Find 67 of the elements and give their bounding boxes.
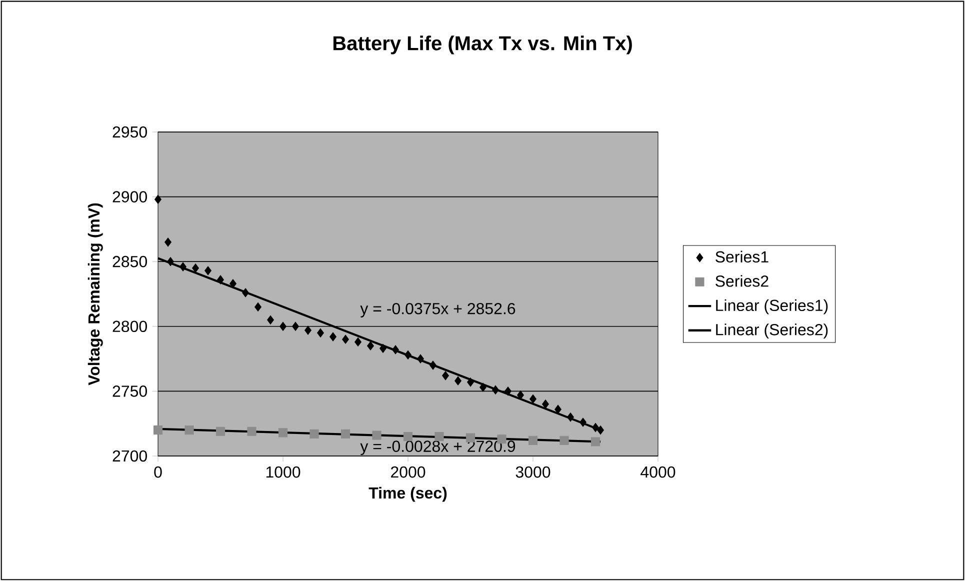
point bbox=[278, 428, 288, 438]
point bbox=[342, 334, 349, 344]
legend-label: Series2 bbox=[716, 275, 768, 287]
point bbox=[404, 350, 412, 360]
point bbox=[467, 378, 474, 387]
point bbox=[530, 394, 536, 404]
point bbox=[242, 288, 249, 298]
point bbox=[504, 386, 512, 396]
y-tick-label: 2700 bbox=[112, 450, 147, 462]
point bbox=[554, 404, 562, 414]
point bbox=[454, 376, 462, 386]
chart-title: Battery Life (Max Tx vs. Min Tx) bbox=[333, 36, 632, 54]
point bbox=[254, 302, 262, 312]
point bbox=[292, 322, 299, 331]
point bbox=[217, 275, 224, 284]
point bbox=[216, 426, 226, 436]
point bbox=[167, 257, 174, 266]
point bbox=[528, 436, 538, 445]
point bbox=[154, 194, 162, 204]
y-tick-label: 2850 bbox=[112, 256, 147, 268]
point bbox=[153, 426, 163, 435]
point bbox=[372, 430, 382, 440]
point bbox=[442, 371, 449, 380]
point bbox=[184, 426, 194, 435]
point bbox=[380, 344, 386, 353]
y-tick-label: 2900 bbox=[112, 191, 147, 202]
legend-label: Linear (Series1) bbox=[716, 299, 828, 314]
point bbox=[330, 332, 336, 342]
y-tick-label: 2750 bbox=[112, 386, 147, 397]
point bbox=[304, 326, 312, 335]
point bbox=[164, 238, 172, 247]
x-tick-label: 2000 bbox=[391, 466, 426, 478]
point bbox=[354, 337, 362, 346]
legend-label: Series1 bbox=[716, 250, 768, 263]
x-axis-title: Time (sec) bbox=[368, 486, 447, 502]
legend-label: Linear (Series2) bbox=[716, 324, 828, 338]
x-tick-label: 0 bbox=[154, 466, 162, 478]
point bbox=[542, 400, 549, 409]
x-tick-label: 1000 bbox=[266, 466, 300, 478]
x-tick-label: 3000 bbox=[516, 466, 550, 478]
annotation: y = -0.0375x + 2852.6 bbox=[360, 302, 516, 318]
point bbox=[340, 429, 350, 438]
y-tick-label: 2950 bbox=[112, 126, 147, 138]
point bbox=[392, 345, 399, 354]
point bbox=[592, 422, 599, 432]
point bbox=[204, 266, 212, 276]
point bbox=[280, 322, 286, 331]
point bbox=[560, 436, 569, 445]
y-axis-title: Voltage Remaining (mV) bbox=[88, 203, 103, 386]
point bbox=[567, 412, 574, 422]
point bbox=[230, 279, 236, 288]
point bbox=[417, 354, 424, 364]
x-tick-label: 4000 bbox=[640, 466, 676, 478]
y-tick-label: 2800 bbox=[112, 320, 147, 332]
point bbox=[180, 262, 186, 272]
point bbox=[317, 328, 324, 338]
point bbox=[597, 426, 604, 435]
point bbox=[267, 315, 274, 324]
point bbox=[590, 437, 600, 446]
point bbox=[247, 426, 256, 436]
point bbox=[310, 429, 319, 438]
point bbox=[580, 418, 586, 427]
point bbox=[367, 341, 374, 350]
point bbox=[492, 385, 499, 394]
point bbox=[430, 360, 436, 370]
point bbox=[192, 264, 199, 273]
point bbox=[480, 382, 486, 392]
